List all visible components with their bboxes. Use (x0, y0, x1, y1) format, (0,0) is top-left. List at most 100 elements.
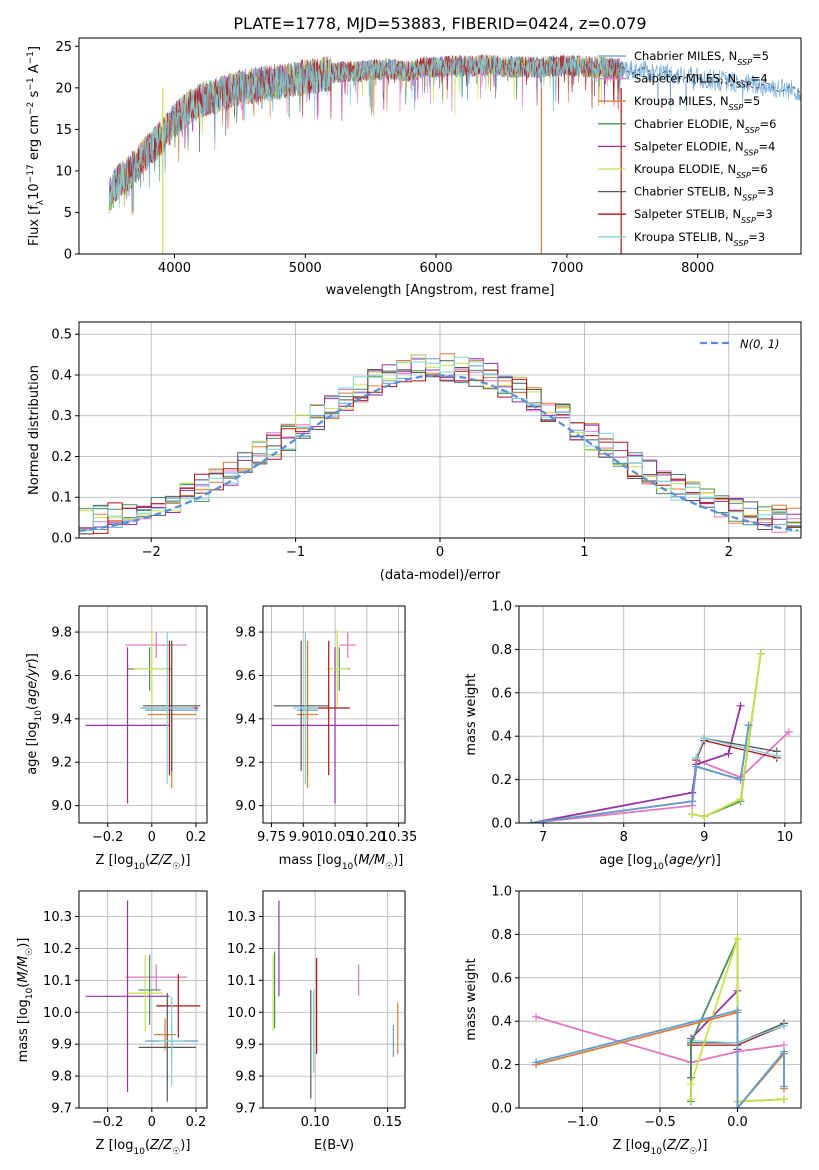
legend: Chabrier MILES, NSSP=5 Salpeter MILES, NS… (598, 49, 776, 247)
y-tick-label: 0.3 (51, 409, 72, 424)
x-tick-label: 7 (539, 830, 547, 845)
x-tick-label: 2 (725, 545, 733, 560)
y-tick-label: 0.0 (51, 532, 72, 547)
plot-area-mass_vs_z (85, 900, 201, 1102)
y-tick-label: 0.4 (491, 1015, 512, 1030)
weight-marker-salpeter_miles (532, 1012, 541, 1021)
weight-marker-chabrier_miles (779, 1047, 788, 1056)
y-tick-label: 9.8 (51, 1070, 72, 1085)
y-tick-label: 0.2 (51, 450, 72, 465)
plot-area-mass_vs_ebv (272, 900, 399, 1099)
normal-curve (79, 374, 799, 533)
y-tick-label: 9.7 (235, 1102, 256, 1117)
x-tick-label: 10.05 (316, 830, 353, 845)
y-tick-label: 0.0 (491, 1102, 512, 1117)
y-tick-label: 5 (64, 206, 72, 221)
weight-marker-kroupa_elodie (736, 795, 745, 804)
x-axis-label: mass [log10(M/M☉)] (279, 853, 404, 872)
legend-entry-chabrier_stelib: Chabrier STELIB, NSSP=3 (634, 185, 774, 203)
weight-marker-chabrier_miles (744, 721, 753, 730)
weight-marker-kroupa_elodie (733, 934, 742, 943)
y-tick-label: 0.1 (51, 491, 72, 506)
legend-entry-normal: N(0, 1) (740, 337, 780, 351)
x-tick-label: 10.35 (380, 830, 417, 845)
weight-marker-chabrier_miles (733, 1104, 742, 1108)
y-tick-label: 0.8 (491, 643, 512, 658)
y-tick-label: 0.0 (491, 817, 512, 832)
page-title: PLATE=1778, MJD=53883, FIBERID=0424, z=0… (233, 14, 646, 33)
y-tick-label: 10.1 (227, 974, 256, 989)
y-tick-label: 10.1 (43, 974, 72, 989)
y-axis-label: mass [log10(M/M☉)] (16, 938, 35, 1063)
legend-entry-salpeter_miles: Salpeter MILES, NSSP=4 (634, 72, 768, 90)
weight-line-salpeter_miles (531, 731, 790, 823)
y-tick-label: 9.2 (235, 756, 256, 771)
histogram-kroupa_elodie (79, 354, 801, 524)
y-tick-label: 0.4 (51, 368, 72, 383)
x-tick-label: 8 (620, 830, 628, 845)
weight-marker-salpeter_miles (784, 727, 793, 736)
x-axis-label: wavelength [Angstrom, rest frame] (326, 283, 555, 298)
y-tick-label: 20 (55, 81, 72, 96)
y-tick-label: 0.8 (491, 928, 512, 943)
y-axis-label: Normed distribution (27, 365, 42, 495)
weight-marker-kroupa_elodie (700, 812, 709, 821)
x-tick-label: −1.0 (567, 1115, 599, 1130)
y-tick-label: 10.3 (43, 910, 72, 925)
y-tick-label: 0.5 (51, 328, 72, 343)
weight-marker-chabrier_elodie (686, 1038, 695, 1047)
chart-mass_vs_ebv: 0.10 0.15 9.7 9.8 9.9 10.0 10.1 10.2 10.3 E(B-V) (227, 890, 406, 1153)
x-axis-label: Z [log10(Z/Z☉)] (96, 853, 191, 872)
y-tick-label: 0.2 (491, 1058, 512, 1073)
y-tick-label: 9.6 (51, 669, 72, 684)
y-tick-label: 0.6 (491, 971, 512, 986)
y-tick-label: 9.0 (51, 799, 72, 814)
legend-entry-salpeter_elodie: Salpeter ELODIE, NSSP=4 (634, 139, 775, 157)
weight-marker-chabrier_miles (527, 819, 536, 823)
x-tick-label: −2 (142, 545, 161, 560)
x-axis-label: (data-model)/error (380, 568, 501, 583)
axes-frame (78, 605, 208, 824)
y-tick-label: 9.4 (51, 712, 72, 727)
x-tick-label: 0.0 (727, 1115, 748, 1130)
chart-residuals: −2 −1 0 1 2 0.0 0.1 0.2 0.3 0.4 0.5 N(0, 1) (data-mo… (27, 321, 802, 583)
y-tick-label: 9.4 (235, 712, 256, 727)
y-axis-label: Flux [fλ10−17 erg cm−2 s−1 A−1] (26, 46, 46, 246)
y-tick-label: 15 (55, 123, 72, 138)
weight-line-chabrier_elodie (692, 653, 762, 818)
x-tick-label: 8000 (681, 261, 714, 276)
weight-line-kroupa_elodie (692, 653, 762, 818)
y-tick-label: 1.0 (491, 885, 512, 900)
x-axis-label: Z [log10(Z/Z☉)] (613, 1138, 708, 1157)
x-tick-label: 0.10 (301, 1115, 330, 1130)
y-tick-label: 10 (55, 164, 72, 179)
weight-marker-chabrier_miles (779, 1082, 788, 1091)
plot-area-residuals (79, 353, 801, 535)
weight-marker-kroupa_elodie (688, 810, 697, 819)
x-tick-label: −1 (286, 545, 305, 560)
x-tick-label: 7000 (550, 261, 583, 276)
x-tick-label: 0 (436, 545, 444, 560)
weight-marker-chabrier_miles (733, 1006, 742, 1015)
spectrum-model-dashed (616, 64, 801, 93)
chart-age_vs_z: −0.2 0 0.2 9.0 9.2 9.4 9.6 9.8 Z [log10(Z/Z☉)] ag… (25, 605, 208, 872)
chart-weight_vs_z: −1.0 −0.5 0.0 0.0 0.2 0.4 0.6 0.8 1.0 mass weight… (464, 885, 802, 1157)
x-tick-label: 0.2 (186, 830, 207, 845)
axes-frame (78, 890, 208, 1109)
y-axis-label: mass weight (464, 673, 479, 755)
plot-area-weight_vs_z (532, 934, 788, 1108)
x-axis-label: E(B-V) (314, 1138, 354, 1153)
weight-marker-chabrier_miles (692, 762, 701, 771)
weight-marker-kroupa_elodie (756, 649, 765, 658)
plot-area-age_vs_z (85, 629, 201, 804)
legend-entry-chabrier_elodie: Chabrier ELODIE, NSSP=6 (634, 117, 776, 135)
weight-marker-chabrier_miles (532, 1058, 541, 1067)
weight-marker-kroupa_stelib (700, 734, 709, 743)
x-axis-label: age [log10(age/yr)] (599, 853, 721, 872)
weight-line-salpeter_miles (535, 1016, 785, 1064)
weight-marker-salpeter_elodie (724, 749, 733, 758)
chart-weight_vs_age: 7 8 9 10 0.0 0.2 0.4 0.6 0.8 1.0 mass weight age [l… (464, 600, 802, 872)
weight-marker-kroupa_elodie (779, 1095, 788, 1104)
